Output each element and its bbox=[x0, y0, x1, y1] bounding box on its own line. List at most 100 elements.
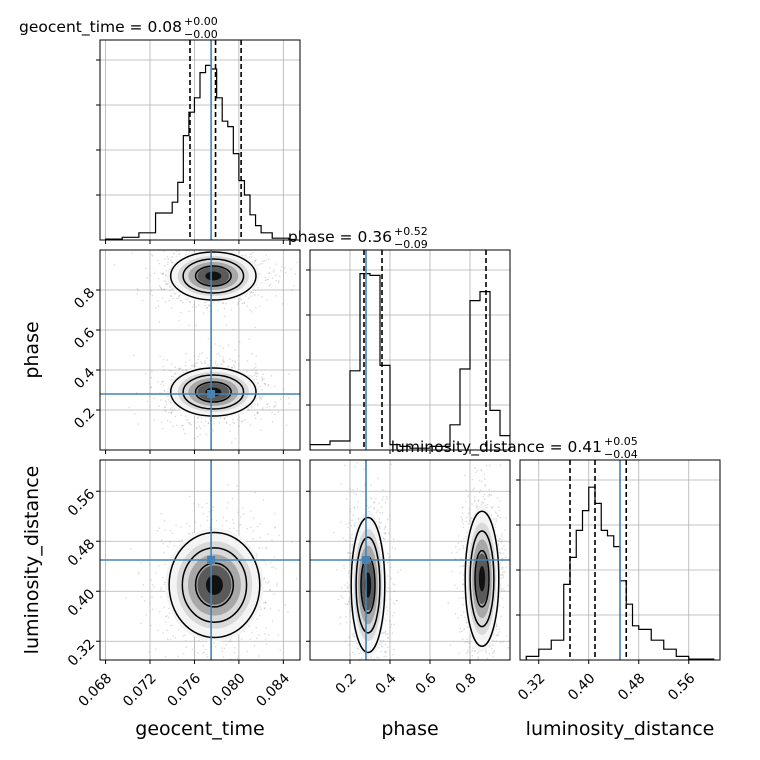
sample-point bbox=[176, 297, 178, 300]
sample-point bbox=[136, 287, 139, 290]
diag-title-geocent_time: geocent_time = 0.08 +0.00−0.00 bbox=[19, 15, 218, 41]
sample-point bbox=[349, 653, 351, 656]
sample-point bbox=[256, 412, 259, 414]
sample-point bbox=[162, 551, 165, 554]
sample-point bbox=[164, 656, 167, 658]
sample-point bbox=[488, 488, 490, 491]
sample-point bbox=[458, 652, 460, 655]
sample-point bbox=[203, 248, 205, 250]
sample-point bbox=[363, 681, 365, 683]
sample-point bbox=[394, 548, 397, 550]
sample-point bbox=[266, 582, 269, 585]
sample-point bbox=[275, 567, 277, 569]
sample-point bbox=[500, 541, 503, 543]
histogram-phase bbox=[310, 273, 510, 450]
sample-point bbox=[498, 548, 501, 551]
sample-point bbox=[204, 648, 207, 651]
sample-point bbox=[465, 535, 467, 538]
sample-point bbox=[502, 566, 504, 569]
sample-point bbox=[221, 363, 223, 366]
sample-point bbox=[238, 416, 240, 419]
sample-point bbox=[181, 242, 183, 244]
sample-point bbox=[381, 512, 384, 514]
sample-point bbox=[351, 533, 353, 536]
sample-point bbox=[340, 586, 343, 589]
sample-point bbox=[198, 639, 200, 641]
sample-point bbox=[166, 629, 168, 632]
sample-point bbox=[273, 527, 276, 529]
sample-point bbox=[233, 366, 236, 368]
contour-line bbox=[464, 510, 500, 647]
sample-point bbox=[361, 678, 363, 680]
sample-point bbox=[255, 552, 258, 555]
sample-point bbox=[221, 670, 223, 672]
sample-point bbox=[251, 369, 254, 372]
sample-point bbox=[179, 367, 182, 370]
sample-point bbox=[461, 565, 464, 567]
sample-point bbox=[246, 360, 249, 362]
sample-point bbox=[389, 515, 391, 517]
panel-geocent_time-vs-luminosity_distance bbox=[96, 459, 301, 683]
sample-point bbox=[219, 244, 221, 246]
sample-point bbox=[459, 571, 462, 574]
sample-point bbox=[207, 681, 209, 683]
sample-point bbox=[335, 569, 338, 571]
sample-point bbox=[188, 324, 191, 327]
sample-point bbox=[251, 256, 253, 258]
sample-point bbox=[202, 512, 205, 515]
sample-point bbox=[287, 611, 289, 614]
sample-point bbox=[184, 369, 187, 371]
sample-point bbox=[464, 641, 467, 643]
sample-point bbox=[462, 547, 465, 549]
sample-point bbox=[366, 504, 369, 507]
sample-point bbox=[185, 352, 187, 355]
sample-point bbox=[146, 277, 149, 279]
sample-point bbox=[502, 588, 504, 590]
sample-point bbox=[156, 529, 159, 532]
sample-point bbox=[450, 570, 453, 573]
sample-point bbox=[165, 403, 168, 406]
sample-point bbox=[242, 420, 244, 423]
sample-point bbox=[171, 255, 173, 258]
sample-point bbox=[461, 597, 463, 600]
sample-point bbox=[268, 405, 271, 408]
sample-point bbox=[267, 272, 270, 275]
sample-point bbox=[139, 562, 142, 564]
sample-point bbox=[264, 602, 267, 604]
sample-point bbox=[278, 279, 280, 282]
sample-point bbox=[279, 275, 281, 278]
sample-point bbox=[495, 518, 497, 520]
sample-point bbox=[275, 263, 277, 266]
sample-point bbox=[222, 656, 225, 658]
sample-point bbox=[146, 400, 149, 403]
sample-point bbox=[241, 302, 244, 305]
sample-point bbox=[242, 507, 245, 509]
sample-point bbox=[379, 511, 381, 514]
sample-point bbox=[158, 527, 161, 529]
sample-point bbox=[197, 248, 199, 250]
sample-point bbox=[208, 305, 210, 307]
sample-point bbox=[221, 650, 223, 653]
sample-point bbox=[273, 269, 275, 271]
sample-point bbox=[163, 250, 165, 253]
sample-point bbox=[385, 619, 387, 622]
sample-point bbox=[273, 512, 276, 515]
sample-point bbox=[164, 391, 166, 393]
sample-point bbox=[179, 311, 182, 314]
sample-point bbox=[218, 345, 221, 347]
sample-point bbox=[356, 461, 359, 464]
sample-point bbox=[222, 360, 225, 363]
sample-point bbox=[347, 552, 349, 554]
sample-point bbox=[249, 638, 252, 640]
sample-point bbox=[467, 649, 469, 651]
sample-point bbox=[185, 419, 188, 421]
sample-point bbox=[144, 373, 147, 375]
sample-point bbox=[343, 464, 346, 467]
sample-point bbox=[194, 437, 196, 440]
sample-point bbox=[264, 633, 266, 635]
sample-point bbox=[139, 622, 142, 625]
sample-point bbox=[347, 600, 350, 603]
sample-point bbox=[243, 301, 246, 304]
sample-point bbox=[156, 246, 158, 248]
sample-point bbox=[361, 684, 363, 686]
